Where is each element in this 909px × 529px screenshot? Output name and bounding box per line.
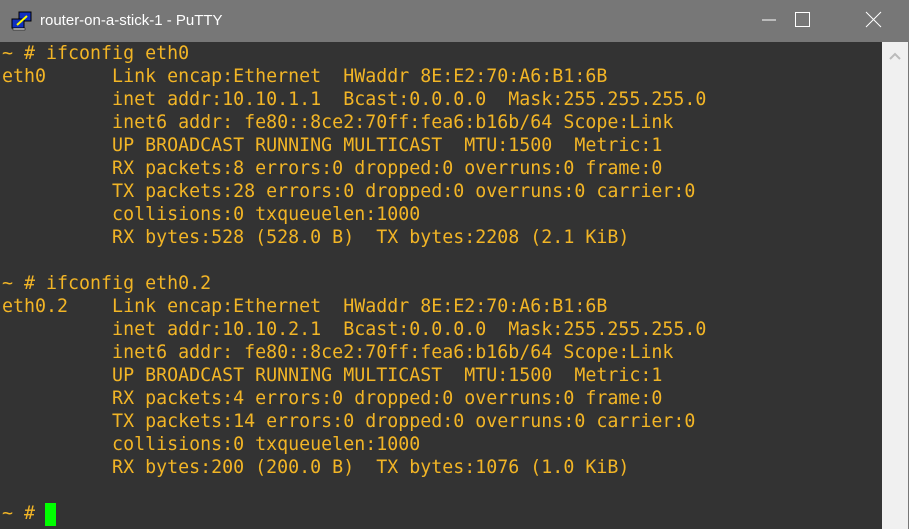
terminal-line: UP BROADCAST RUNNING MULTICAST MTU:1500 … [2,135,663,156]
terminal-cursor [45,503,56,526]
terminal-line: TX packets:28 errors:0 dropped:0 overrun… [2,181,696,202]
minimize-button[interactable] [746,0,792,42]
terminal-line: RX packets:8 errors:0 dropped:0 overruns… [2,158,663,179]
scroll-up-icon[interactable] [889,52,901,60]
terminal-line: inet addr:10.10.2.1 Bcast:0.0.0.0 Mask:2… [2,319,707,340]
terminal-line: UP BROADCAST RUNNING MULTICAST MTU:1500 … [2,365,663,386]
terminal-line: eth0 Link encap:Ethernet HWaddr 8E:E2:70… [2,66,608,87]
terminal-line: RX bytes:528 (528.0 B) TX bytes:2208 (2.… [2,227,630,248]
terminal-line: inet6 addr: fe80::8ce2:70ff:fea6:b16b/64… [2,112,674,133]
terminal-area[interactable]: ~ # ifconfig eth0 eth0 Link encap:Etherne… [0,42,882,529]
maximize-icon [795,12,810,27]
minimize-icon [762,19,776,21]
terminal-line: collisions:0 txqueuelen:1000 [2,204,421,225]
putty-icon[interactable] [11,11,33,31]
terminal-line: RX bytes:200 (200.0 B) TX bytes:1076 (1.… [2,457,630,478]
vertical-scrollbar[interactable] [882,42,908,529]
terminal-line: inet addr:10.10.1.1 Bcast:0.0.0.0 Mask:2… [2,89,707,110]
title-bar[interactable]: router-on-a-stick-1 - PuTTY [0,0,909,42]
terminal-line: collisions:0 txqueuelen:1000 [2,434,421,455]
terminal-line: TX packets:14 errors:0 dropped:0 overrun… [2,411,696,432]
close-icon [865,11,882,28]
terminal-line: ~ # ifconfig eth0.2 [2,273,212,294]
window-title: router-on-a-stick-1 - PuTTY [40,12,223,29]
close-button[interactable] [851,0,897,42]
terminal-line: eth0.2 Link encap:Ethernet HWaddr 8E:E2:… [2,296,608,317]
terminal-line: ~ # ifconfig eth0 [2,43,190,64]
terminal-line: inet6 addr: fe80::8ce2:70ff:fea6:b16b/64… [2,342,674,363]
terminal-line: RX packets:4 errors:0 dropped:0 overruns… [2,388,663,409]
maximize-button[interactable] [780,0,826,42]
terminal-line: ~ # [2,503,47,524]
